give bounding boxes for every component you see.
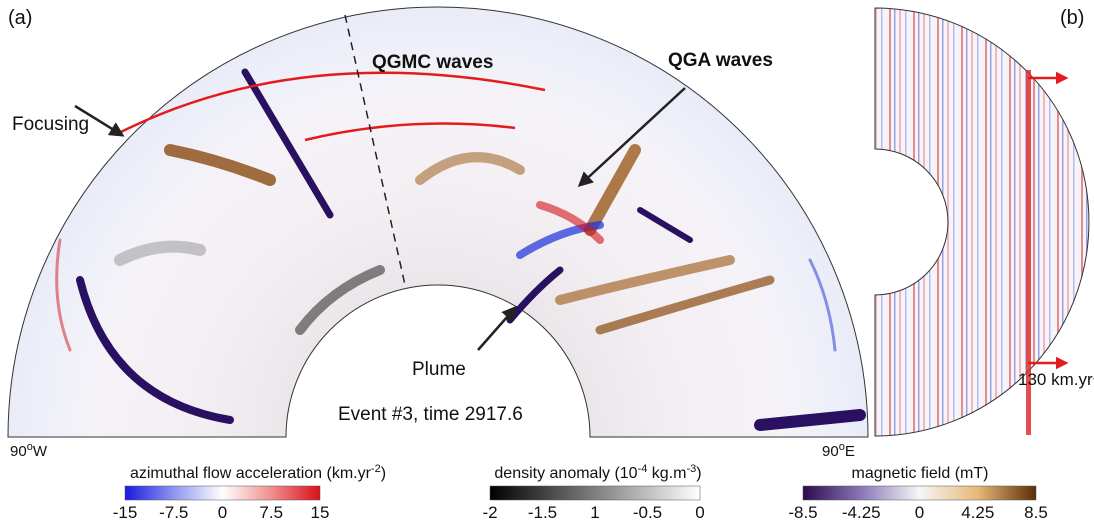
colorbar-title: azimuthal flow acceleration (km.yr-2) [130,463,386,482]
wave-front [114,71,546,137]
panel-label: (a) [8,7,32,29]
colorbar-tick: 0 [218,503,227,522]
colorbar [489,485,701,501]
arrow [477,305,517,351]
colorbar-tick: -2 [482,503,497,522]
annotation: Focusing [12,114,89,135]
annotation: Plume [412,359,466,380]
title-part: azimuthal flow acceleration (km.yr [130,465,372,482]
arrow [74,104,125,137]
stripe [1026,70,1031,435]
colorbar-tick: 1 [590,503,599,522]
colorbar [802,485,1037,501]
colorbar-tick: -15 [113,503,138,522]
title-part: density anomaly (10 [494,465,637,482]
colorbar-title: density anomaly (10-4 kg.m-3) [494,463,701,482]
colorbar-tick: 0 [695,503,704,522]
title-part: ) [696,465,701,482]
title-part: ) [381,465,386,482]
colorbar-tick: -0.5 [633,503,662,522]
annotation: Event #3, time 2917.6 [338,404,523,425]
dashed-line [344,14,406,286]
colorbar-tick: 0 [915,503,924,522]
colorbar-tick: -4.25 [842,503,881,522]
wave-front [304,122,516,142]
colorbar-tick: -8.5 [788,503,817,522]
arrow [577,87,686,188]
colorbars: azimuthal flow acceleration (km.yr-2)-15… [113,463,1048,522]
superscript: -3 [686,463,696,475]
colorbar [124,485,321,501]
title-part: magnetic field (mT) [852,465,989,482]
colorbar-tick: -7.5 [159,503,188,522]
title-part: kg.m [647,465,686,482]
colorbar-tick: 7.5 [259,503,283,522]
colorbar-title: magnetic field (mT) [852,465,989,482]
colorbar-tick: 4.25 [961,503,994,522]
colorbar-tick: -1.5 [528,503,557,522]
scale-label: 130 km.yr-1 [1018,370,1094,389]
colorbar-tick: 15 [311,503,330,522]
panel-label: (b) [1060,7,1084,29]
annotation: QGA waves [668,50,773,71]
colorbar-tick: 8.5 [1024,503,1048,522]
edge-label: 90oE [822,441,855,460]
texture [55,68,866,431]
superscript: -2 [371,463,381,475]
superscript: -4 [638,463,648,475]
edge-label: 90oW [10,441,48,460]
annotation: QGMC waves [372,52,493,73]
